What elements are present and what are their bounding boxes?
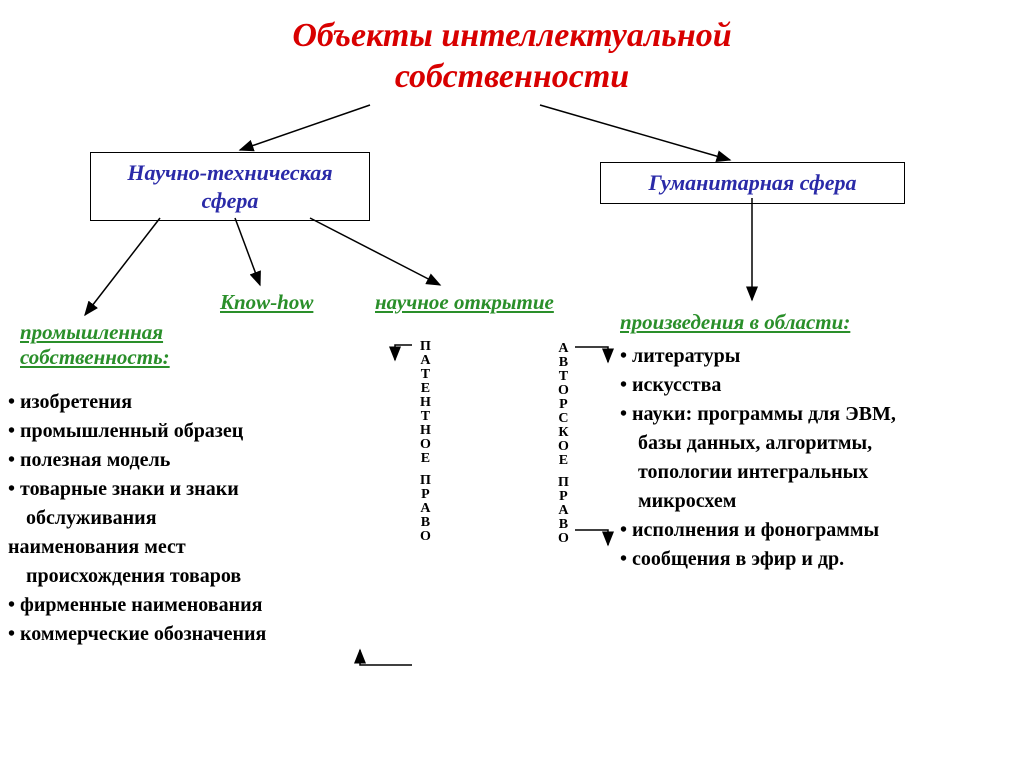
head-works: произведения в области: [620, 310, 850, 335]
main-title: Объекты интеллектуальной собственности [0, 16, 1024, 98]
list-item: происхождения товаров [8, 562, 388, 591]
list-item: обслуживания [8, 504, 388, 533]
list-item: наименования мест [8, 533, 388, 562]
list-item: товарные знаки и знаки [8, 475, 388, 504]
list-item: изобретения [8, 388, 388, 417]
bullets-industrial: изобретенияпромышленный образецполезная … [8, 388, 388, 649]
head-discovery: научное открытие [375, 290, 554, 315]
vertical-author-law: АВТОРСКОЕ ПРАВО [558, 342, 569, 546]
list-item: искусства [620, 371, 1010, 400]
list-item: базы данных, алгоритмы, [620, 429, 1010, 458]
list-item: науки: программы для ЭВМ, [620, 400, 1010, 429]
list-item: топологии интегральных [620, 458, 1010, 487]
box-scientific-technical: Научно-техническаясфера [90, 152, 370, 221]
list-item: микросхем [620, 487, 1010, 516]
list-item: полезная модель [8, 446, 388, 475]
list-item: промышленный образец [8, 417, 388, 446]
title-line2: собственности [395, 58, 629, 95]
list-item: исполнения и фонограммы [620, 516, 1010, 545]
list-item: фирменные наименования [8, 591, 388, 620]
list-item: сообщения в эфир и др. [620, 545, 1010, 574]
title-line1: Объекты интеллектуальной [292, 17, 731, 54]
list-item: литературы [620, 342, 1010, 371]
bullets-works: литературыискусстванауки: программы для … [620, 342, 1010, 574]
head-knowhow: Know-how [220, 290, 313, 315]
head-industrial: промышленная собственность: [20, 320, 170, 370]
vertical-patent-law: ПАТЕНТНОЕ ПРАВО [420, 340, 431, 544]
box-humanitarian: Гуманитарная сфера [600, 162, 905, 204]
list-item: коммерческие обозначения [8, 620, 388, 649]
